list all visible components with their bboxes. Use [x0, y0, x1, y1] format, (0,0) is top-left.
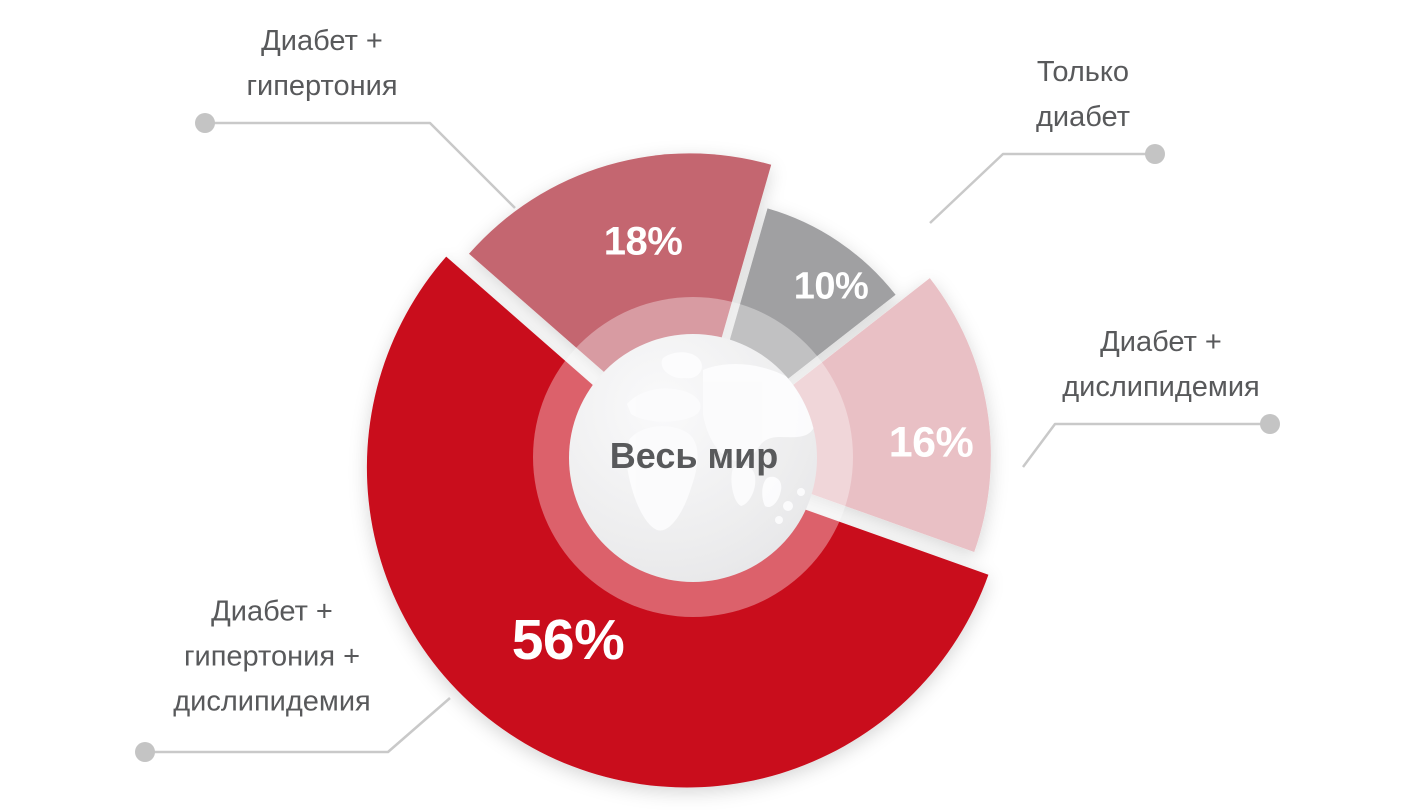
leader-dot-top-right	[1145, 144, 1165, 164]
chart-center-label: Весь мир	[609, 435, 779, 476]
leader-line-bottom-left	[145, 697, 451, 754]
value-diabetes-hypertension-dyslipidemia: 56%	[511, 608, 625, 672]
value-diabetes-dyslipidemia: 16%	[888, 418, 974, 467]
globe-icon	[569, 334, 817, 582]
label-diabetes-hypertension: Диабет + гипертония	[246, 25, 398, 102]
pie-slice-diabetes-dyslipidemia	[702, 278, 991, 552]
value-only-diabetes: 10%	[793, 265, 869, 308]
label-only-diabetes: Только диабет	[1036, 56, 1130, 133]
value-diabetes-hypertension: 18%	[603, 219, 683, 264]
leader-line-top-right	[929, 152, 1155, 224]
leader-dot-top-left	[195, 113, 215, 133]
leader-dot-right	[1260, 414, 1280, 434]
label-diabetes-hypertension-dyslipidemia: Диабет + гипертония + дислипидемия	[173, 595, 371, 718]
leader-line-right	[1021, 422, 1270, 468]
globe-map-land	[627, 352, 817, 531]
leader-line-top-left	[205, 121, 516, 209]
label-diabetes-dyslipidemia: Диабет + дислипидемия	[1062, 326, 1260, 403]
leader-dot-bottom-left	[135, 742, 155, 762]
